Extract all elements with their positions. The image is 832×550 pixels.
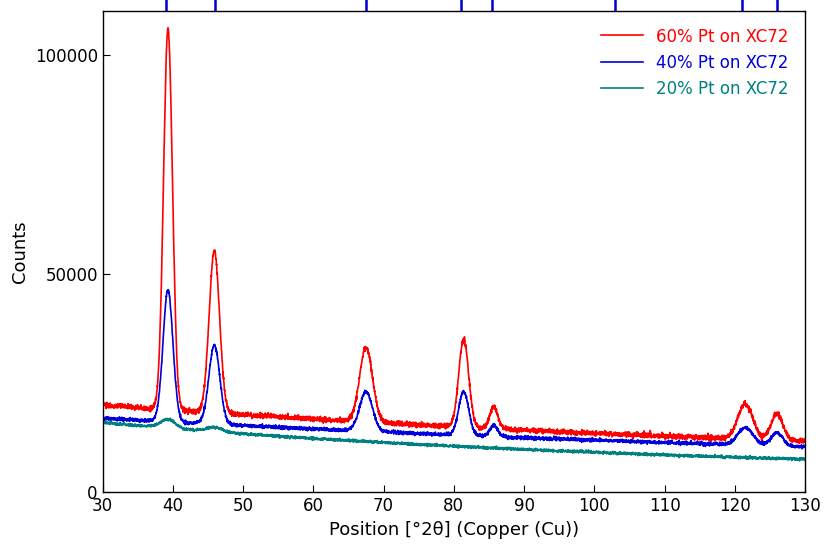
60% Pt on XC72 bbox=[97, 399, 107, 406]
Legend: 60% Pt on XC72, 40% Pt on XC72, 20% Pt on XC72: 60% Pt on XC72, 40% Pt on XC72, 20% Pt o… bbox=[592, 19, 797, 107]
Y-axis label: Counts: Counts bbox=[11, 221, 29, 283]
60% Pt on XC72 bbox=[393, 420, 403, 426]
40% Pt on XC72 bbox=[97, 414, 107, 421]
40% Pt on XC72 bbox=[800, 443, 810, 450]
60% Pt on XC72 bbox=[800, 439, 810, 446]
40% Pt on XC72 bbox=[163, 287, 173, 293]
20% Pt on XC72 bbox=[800, 456, 810, 463]
20% Pt on XC72 bbox=[166, 415, 176, 421]
40% Pt on XC72 bbox=[399, 428, 409, 435]
20% Pt on XC72 bbox=[399, 441, 409, 447]
20% Pt on XC72 bbox=[795, 458, 805, 464]
Line: 60% Pt on XC72: 60% Pt on XC72 bbox=[102, 28, 805, 443]
60% Pt on XC72 bbox=[399, 421, 409, 427]
20% Pt on XC72 bbox=[779, 455, 789, 462]
60% Pt on XC72 bbox=[432, 422, 442, 429]
40% Pt on XC72 bbox=[432, 431, 442, 437]
40% Pt on XC72 bbox=[608, 437, 618, 444]
60% Pt on XC72 bbox=[744, 406, 754, 412]
60% Pt on XC72 bbox=[779, 423, 789, 430]
20% Pt on XC72 bbox=[393, 439, 403, 446]
40% Pt on XC72 bbox=[779, 436, 789, 443]
40% Pt on XC72 bbox=[744, 426, 754, 432]
Line: 40% Pt on XC72: 40% Pt on XC72 bbox=[102, 290, 805, 449]
20% Pt on XC72 bbox=[432, 440, 442, 447]
60% Pt on XC72 bbox=[795, 440, 805, 447]
20% Pt on XC72 bbox=[97, 419, 107, 425]
Line: 20% Pt on XC72: 20% Pt on XC72 bbox=[102, 418, 805, 461]
60% Pt on XC72 bbox=[608, 431, 618, 437]
40% Pt on XC72 bbox=[797, 446, 807, 452]
60% Pt on XC72 bbox=[163, 25, 173, 31]
20% Pt on XC72 bbox=[608, 449, 618, 455]
40% Pt on XC72 bbox=[393, 427, 403, 433]
X-axis label: Position [°2θ] (Copper (Cu)): Position [°2θ] (Copper (Cu)) bbox=[329, 521, 579, 539]
20% Pt on XC72 bbox=[744, 454, 754, 460]
